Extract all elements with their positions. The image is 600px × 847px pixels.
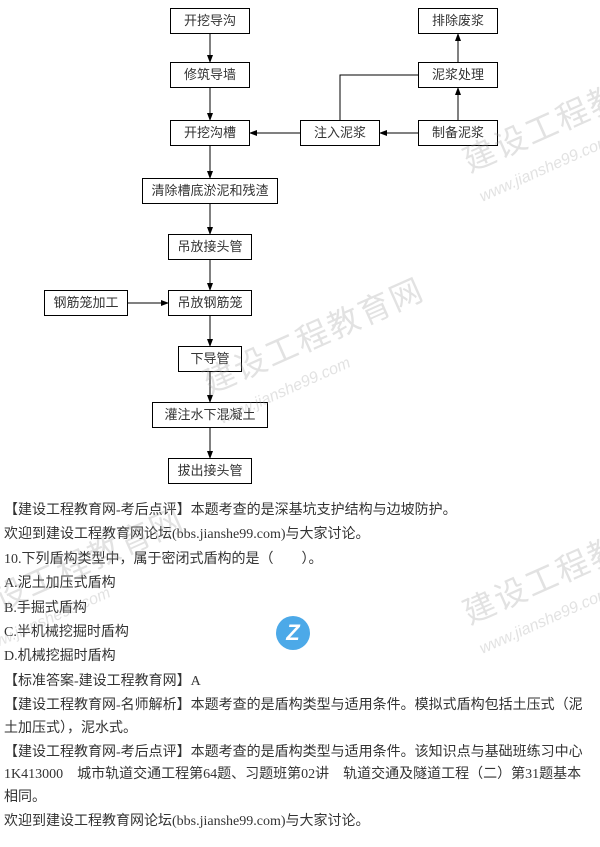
- flow-node-n8: 灌注水下混凝土: [152, 402, 268, 428]
- text-line-1: 欢迎到建设工程教育网论坛(bbs.jianshe99.com)与大家讨论。: [4, 524, 592, 546]
- text-line-7: 【标准答案-建设工程教育网】A: [4, 671, 592, 693]
- text-line-0: 【建设工程教育网-考后点评】本题考查的是深基坑支护结构与边坡防护。: [4, 500, 592, 522]
- flow-node-n1: 开挖导沟: [170, 8, 250, 34]
- flow-node-n6: 吊放钢筋笼: [168, 290, 252, 316]
- flow-node-n3: 开挖沟槽: [170, 120, 250, 146]
- text-line-8: 【建设工程教育网-名师解析】本题考查的是盾构类型与适用条件。模拟式盾构包括土压式…: [4, 695, 592, 740]
- flow-node-n11: 制备泥浆: [418, 120, 498, 146]
- site-logo: Z: [276, 616, 310, 650]
- flow-node-n5: 吊放接头管: [168, 234, 252, 260]
- flow-node-n14: 钢筋笼加工: [44, 290, 128, 316]
- flow-node-n2: 修筑导墙: [170, 62, 250, 88]
- flow-node-n4: 清除槽底淤泥和残渣: [142, 178, 278, 204]
- text-line-3: A.泥土加压式盾构: [4, 573, 592, 595]
- flow-node-n7: 下导管: [178, 346, 242, 372]
- text-line-2: 10.下列盾构类型中，属于密闭式盾构的是（ ）。: [4, 549, 592, 571]
- flow-node-n13: 排除废浆: [418, 8, 498, 34]
- text-line-9: 【建设工程教育网-考后点评】本题考查的是盾构类型与适用条件。该知识点与基础班练习…: [4, 742, 592, 809]
- flow-node-n12: 泥浆处理: [418, 62, 498, 88]
- flow-node-n9: 拔出接头管: [168, 458, 252, 484]
- text-line-10: 欢迎到建设工程教育网论坛(bbs.jianshe99.com)与大家讨论。: [4, 811, 592, 833]
- flow-node-n10: 注入泥浆: [300, 120, 380, 146]
- flowchart-area: 开挖导沟修筑导墙开挖沟槽清除槽底淤泥和残渣吊放接头管吊放钢筋笼下导管灌注水下混凝…: [0, 0, 600, 492]
- question-text-block: 【建设工程教育网-考后点评】本题考查的是深基坑支护结构与边坡防护。欢迎到建设工程…: [0, 492, 600, 847]
- flowchart-edges: [0, 0, 600, 492]
